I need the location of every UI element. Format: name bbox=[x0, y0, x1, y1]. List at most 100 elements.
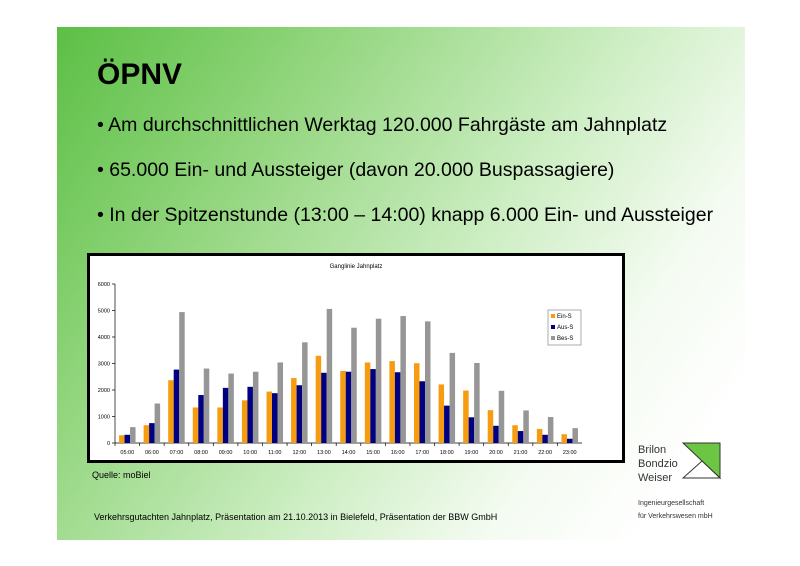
source-note: Quelle: moBiel bbox=[92, 470, 151, 480]
company-logo-icon bbox=[682, 442, 722, 480]
bar-ein-s bbox=[168, 380, 174, 443]
legend-swatch bbox=[551, 336, 555, 340]
bar-bes-s bbox=[375, 318, 382, 443]
bar-aus-s bbox=[542, 434, 548, 443]
bullet-2: • 65.000 Ein- und Aussteiger (davon 20.0… bbox=[97, 159, 615, 181]
legend-label: Ein-S bbox=[557, 314, 572, 320]
bar-ein-s bbox=[413, 363, 420, 443]
x-tick-label: 18:00 bbox=[440, 450, 454, 456]
y-tick-label: 4000 bbox=[98, 335, 110, 341]
bar-aus-s bbox=[517, 431, 524, 443]
logo-line-1: Brilon bbox=[638, 444, 667, 456]
logo-subtitle-1: Ingenieurgesellschaft bbox=[638, 500, 705, 507]
bar-ein-s bbox=[291, 378, 297, 443]
y-tick-label: 3000 bbox=[98, 362, 110, 368]
company-logo-text: Brilon Bondzio Weiser bbox=[638, 443, 678, 485]
bar-aus-s bbox=[370, 369, 376, 443]
bar-bes-s bbox=[523, 410, 529, 443]
bar-bes-s bbox=[154, 403, 161, 443]
bar-bes-s bbox=[130, 427, 136, 443]
bar-bes-s bbox=[474, 362, 480, 443]
x-tick-label: 21:00 bbox=[514, 450, 528, 456]
x-tick-label: 06:00 bbox=[145, 450, 159, 456]
bar-ein-s bbox=[438, 384, 445, 443]
bar-aus-s bbox=[173, 369, 180, 443]
x-tick-label: 11:00 bbox=[268, 450, 281, 456]
chart-title: Ganglinie Jahnplatz bbox=[330, 264, 383, 270]
x-tick-label: 19:00 bbox=[465, 450, 479, 456]
bar-aus-s bbox=[222, 387, 229, 443]
bar-aus-s bbox=[149, 423, 155, 443]
footer-text: Verkehrsgutachten Jahnplatz, Präsentatio… bbox=[94, 512, 498, 522]
bar-bes-s bbox=[572, 428, 578, 443]
bar-ein-s bbox=[463, 390, 469, 443]
bar-ein-s bbox=[241, 400, 248, 443]
bar-bes-s bbox=[498, 390, 505, 443]
bar-bes-s bbox=[326, 308, 333, 443]
y-tick-label: 2000 bbox=[98, 388, 110, 394]
bar-aus-s bbox=[296, 385, 303, 443]
x-tick-label: 23:00 bbox=[563, 450, 577, 456]
bar-ein-s bbox=[315, 355, 322, 443]
logo-line-2: Bondzio bbox=[638, 458, 678, 470]
bar-aus-s bbox=[124, 434, 131, 443]
bar-ein-s bbox=[561, 434, 567, 443]
legend-swatch bbox=[551, 325, 555, 329]
legend-swatch bbox=[551, 314, 555, 318]
bar-aus-s bbox=[444, 405, 450, 443]
bar-aus-s bbox=[566, 438, 573, 443]
x-tick-label: 14:00 bbox=[342, 450, 356, 456]
bar-aus-s bbox=[272, 393, 278, 443]
bar-ein-s bbox=[266, 391, 273, 443]
bar-ein-s bbox=[143, 425, 150, 443]
bar-bes-s bbox=[203, 368, 210, 443]
bar-ein-s bbox=[364, 362, 371, 443]
bar-aus-s bbox=[345, 371, 352, 443]
x-tick-label: 08:00 bbox=[194, 450, 208, 456]
x-tick-label: 20:00 bbox=[489, 450, 503, 456]
bar-bes-s bbox=[277, 362, 284, 443]
bar-aus-s bbox=[198, 395, 204, 443]
bar-bes-s bbox=[302, 342, 308, 443]
bar-bes-s bbox=[179, 312, 185, 443]
bar-bes-s bbox=[351, 327, 357, 443]
logo-line-3: Weiser bbox=[638, 472, 673, 484]
slide-title: ÖPNV bbox=[97, 58, 183, 91]
legend-label: Bes-S bbox=[557, 336, 573, 342]
logo-subtitle-2: für Verkehrswesen mbH bbox=[638, 513, 713, 520]
bar-bes-s bbox=[449, 352, 456, 443]
bar-bes-s bbox=[400, 316, 406, 443]
y-tick-label: 6000 bbox=[98, 282, 110, 288]
bar-ein-s bbox=[192, 407, 199, 443]
y-tick-label: 5000 bbox=[98, 309, 110, 315]
legend-label: Aus-S bbox=[557, 325, 573, 331]
bar-ein-s bbox=[340, 370, 346, 443]
bullet-3: • In der Spitzenstunde (13:00 – 14:00) k… bbox=[97, 204, 714, 226]
bar-ein-s bbox=[536, 428, 543, 443]
bar-bes-s bbox=[228, 373, 234, 443]
bar-bes-s bbox=[252, 371, 259, 443]
bar-ein-s bbox=[512, 425, 518, 443]
x-tick-label: 09:00 bbox=[219, 450, 233, 456]
x-tick-label: 13:00 bbox=[317, 450, 331, 456]
x-tick-label: 12:00 bbox=[292, 450, 306, 456]
x-tick-label: 17:00 bbox=[415, 450, 429, 456]
bar-aus-s bbox=[493, 425, 499, 443]
y-tick-label: 1000 bbox=[98, 415, 110, 421]
bar-aus-s bbox=[321, 372, 327, 443]
x-tick-label: 15:00 bbox=[366, 450, 380, 456]
bar-aus-s bbox=[394, 372, 401, 443]
bar-aus-s bbox=[247, 386, 253, 443]
bar-ein-s bbox=[389, 361, 395, 443]
bar-ein-s bbox=[217, 407, 223, 443]
x-tick-label: 05:00 bbox=[120, 450, 134, 456]
y-tick-label: 0 bbox=[107, 441, 110, 447]
x-tick-label: 10:00 bbox=[243, 450, 257, 456]
x-tick-label: 07:00 bbox=[170, 450, 184, 456]
bar-aus-s bbox=[419, 381, 425, 443]
bar-bes-s bbox=[547, 417, 554, 443]
bullet-1: • Am durchschnittlichen Werktag 120.000 … bbox=[97, 114, 668, 136]
bar-bes-s bbox=[424, 321, 431, 443]
x-tick-label: 16:00 bbox=[391, 450, 405, 456]
